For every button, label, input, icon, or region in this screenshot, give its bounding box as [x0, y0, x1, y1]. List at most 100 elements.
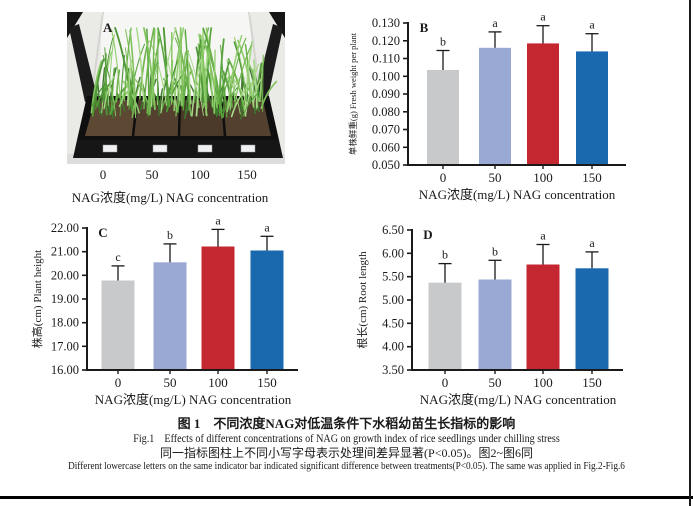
x-tick-label: 0 [442, 375, 449, 390]
significance-letter: a [589, 18, 595, 32]
y-tick-label: 0.060 [372, 140, 400, 154]
significance-letter: b [442, 248, 448, 262]
significance-letter: a [215, 215, 221, 227]
frame-post-right [255, 24, 283, 102]
y-tick-label: 4.00 [382, 340, 404, 354]
y-tick-label: 0.130 [372, 16, 400, 30]
photo-tick-labels: 0 50 100 150 [67, 167, 285, 185]
page-right-rule [689, 0, 691, 506]
x-tick-label: 150 [582, 170, 602, 185]
x-tick-label: 150 [257, 375, 277, 390]
photo-tick-label: 150 [237, 167, 257, 182]
y-tick-label: 0.120 [372, 34, 400, 48]
significance-letter: b [492, 244, 498, 258]
y-tick-label: 18.00 [51, 316, 79, 330]
y-tick-label: 6.00 [382, 246, 404, 260]
floor [67, 154, 285, 164]
significance-letter: a [540, 10, 546, 24]
x-tick-label: 50 [489, 375, 502, 390]
photo-x-axis-label: NAG浓度(mg/L) NAG concentration [71, 190, 269, 205]
tray-tag-2 [152, 144, 168, 153]
x-tick-label: 100 [533, 170, 553, 185]
bar-50 [478, 279, 512, 370]
bar-100 [527, 43, 559, 165]
y-tick-label: 0.090 [372, 87, 400, 101]
x-axis-label: NAG浓度(mg/L) NAG concentration [420, 392, 617, 407]
chart-plant-height: c 0 b 50 a 100 a 150 16.00 17.00 18.00 19.00 20.00 21… [30, 213, 360, 422]
panel-a-photo-block: A 0 50 100 150 NAG浓度(mg/L) NAG concentra… [67, 11, 285, 207]
caption-note-en: Different lowercase letters on the same … [68, 460, 625, 472]
caption-title-en: Fig.1 Effects of different concentration… [133, 433, 560, 445]
y-tick-label: 4.50 [382, 316, 404, 330]
y-tick-label: 0.070 [372, 123, 400, 137]
y-tick-label: 16.00 [51, 363, 79, 377]
y-axis-label: 单株鲜重(g) Fresh weight per plant [348, 32, 358, 155]
caption-title-zh: 图 1 不同浓度NAG对低温条件下水稻幼苗生长指标的影响 [177, 416, 516, 431]
panel-letter-b: B [420, 20, 429, 35]
significance-letter: b [167, 228, 173, 242]
bar-100 [201, 246, 235, 370]
y-tick-label: 5.50 [382, 270, 404, 284]
y-tick-label: 17.00 [51, 339, 79, 353]
y-tick-label: 20.00 [51, 268, 79, 282]
tray-front [73, 140, 283, 158]
significance-letter: b [440, 35, 446, 49]
y-tick-label: 0.110 [372, 52, 400, 66]
panel-letter-a: A [103, 20, 113, 35]
caption-note-zh: 同一指标图柱上不同小写字母表示处理间差异显著(P<0.05)。图2~图6同 [160, 446, 533, 460]
significance-letter: a [264, 220, 270, 234]
tray-tag-4 [240, 144, 256, 153]
x-tick-label: 100 [533, 375, 553, 390]
x-tick-label: 50 [489, 170, 502, 185]
page-bottom-rule [0, 496, 693, 499]
tray-divider [177, 99, 182, 137]
significance-letter: a [589, 236, 595, 250]
bar-50 [153, 262, 187, 370]
bar-chart-panel-D: b 0 b 50 a 100 a 150 3.50 4.00 4.50 5.00 5.50 6.00 6.5… [355, 223, 623, 407]
y-tick-label: 0.050 [372, 158, 400, 172]
bar-0 [428, 282, 462, 370]
photo-tick-label: 0 [99, 167, 107, 182]
chart-root-length: b 0 b 50 a 100 a 150 3.50 4.00 4.50 5.00 5.50 6.00 6.5… [355, 215, 693, 422]
x-axis-label: NAG浓度(mg/L) NAG concentration [95, 392, 292, 407]
y-tick-label: 0.100 [372, 69, 400, 83]
bar-150 [250, 250, 284, 370]
x-axis-label: NAG浓度(mg/L) NAG concentration [419, 187, 616, 202]
y-tick-label: 0.080 [372, 105, 400, 119]
significance-letter: c [115, 250, 120, 264]
tray-tag-3 [197, 144, 213, 153]
y-tick-label: 3.50 [382, 363, 404, 377]
bar-0 [427, 70, 459, 165]
y-axis-label: 根长(cm) Root length [355, 251, 369, 349]
tray-tag-1 [102, 144, 118, 153]
seedlings-photo: A [67, 11, 285, 164]
frame-post-left [69, 24, 97, 102]
y-tick-label: 22.00 [51, 221, 79, 235]
y-tick-label: 19.00 [51, 292, 79, 306]
bar-chart-panel-B: b 0 a 50 a 100 a 150 0.050 0.060 0.070 0.080 0.090 0.… [348, 10, 626, 202]
photo-tick-label: 50 [145, 167, 159, 182]
figure-caption: 图 1 不同浓度NAG对低温条件下水稻幼苗生长指标的影响 Fig.1 Effec… [0, 416, 693, 473]
y-tick-label: 21.00 [51, 245, 79, 259]
bar-chart-panel-C: c 0 b 50 a 100 a 150 16.00 17.00 18.00 19.00 20.00 21… [30, 213, 298, 407]
x-tick-label: 0 [440, 170, 447, 185]
panel-letter-c: C [98, 225, 107, 240]
y-tick-label: 5.00 [382, 293, 404, 307]
significance-letter: a [492, 16, 498, 30]
x-tick-label: 150 [582, 375, 602, 390]
chart-fresh-weight: b 0 a 50 a 100 a 150 0.050 0.060 0.070 0.080 0.090 0.… [345, 0, 693, 217]
tray-divider [220, 99, 227, 137]
rice-seedlings [90, 27, 278, 120]
bar-150 [575, 268, 609, 370]
x-tick-label: 0 [115, 375, 122, 390]
bar-50 [479, 47, 511, 165]
y-tick-label: 6.50 [382, 223, 404, 237]
bar-100 [526, 264, 560, 370]
bar-0 [101, 280, 135, 370]
photo-tick-label: 100 [190, 167, 210, 182]
bar-150 [576, 51, 608, 165]
y-axis-label: 株高(cm) Plant height [30, 250, 44, 348]
x-tick-label: 100 [208, 375, 228, 390]
significance-letter: a [540, 229, 546, 243]
